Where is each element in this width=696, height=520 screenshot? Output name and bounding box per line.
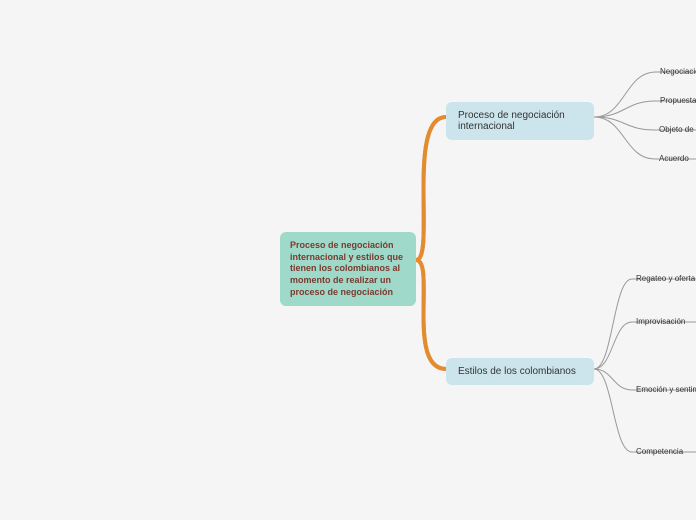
leaf-node[interactable]: Competencia (636, 447, 683, 456)
branch-label: Proceso de negociación internacional (458, 110, 582, 132)
branch-node[interactable]: Estilos de los colombianos (446, 358, 594, 385)
branch-label: Estilos de los colombianos (458, 366, 576, 377)
branch-node[interactable]: Proceso de negociación internacional (446, 102, 594, 140)
leaf-node[interactable]: Negociació (660, 67, 696, 76)
leaf-node[interactable]: Propuesta (660, 96, 696, 105)
root-node[interactable]: Proceso de negociación internacional y e… (280, 232, 416, 306)
leaf-node[interactable]: Improvisación (636, 317, 685, 326)
leaf-node[interactable]: Acuerdo (659, 154, 689, 163)
leaf-node[interactable]: Objeto de r (659, 125, 696, 134)
leaf-node[interactable]: Emoción y sentimi (636, 385, 696, 394)
leaf-node[interactable]: Regateo y oferta (636, 274, 695, 283)
root-label: Proceso de negociación internacional y e… (290, 240, 406, 298)
